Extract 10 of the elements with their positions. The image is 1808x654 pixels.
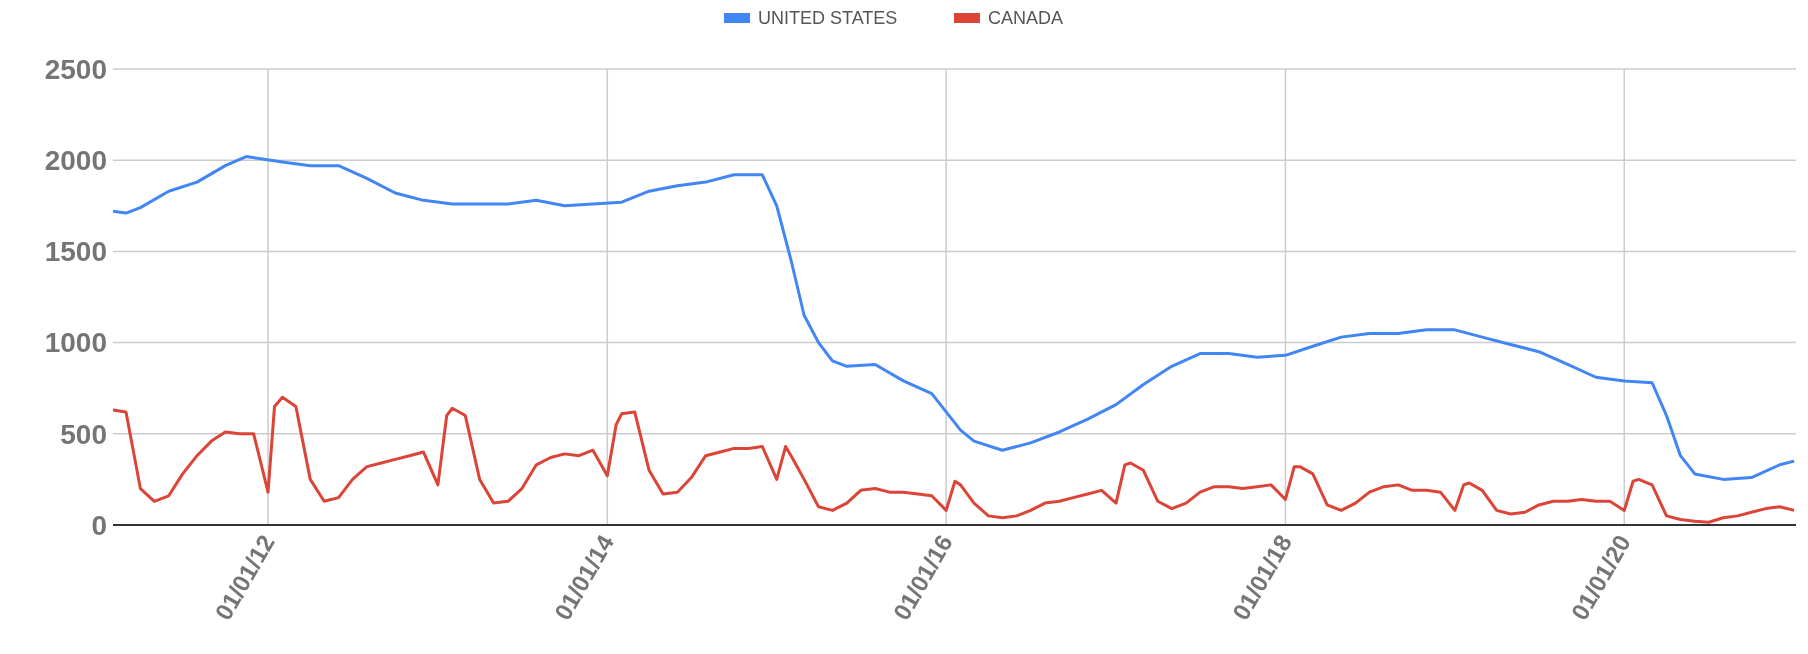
line-series bbox=[111, 395, 1796, 524]
y-tick-label: 0 bbox=[91, 509, 107, 541]
y-tick-label: 1500 bbox=[44, 236, 107, 268]
y-tick-label: 500 bbox=[60, 418, 107, 450]
y-tick-label: 2500 bbox=[44, 53, 107, 85]
legend-label: UNITED STATES bbox=[758, 8, 898, 29]
legend-label: CANADA bbox=[988, 8, 1064, 29]
y-tick-label: 1000 bbox=[44, 327, 107, 359]
line-series bbox=[111, 155, 1796, 481]
y-tick-label: 2000 bbox=[44, 145, 107, 176]
